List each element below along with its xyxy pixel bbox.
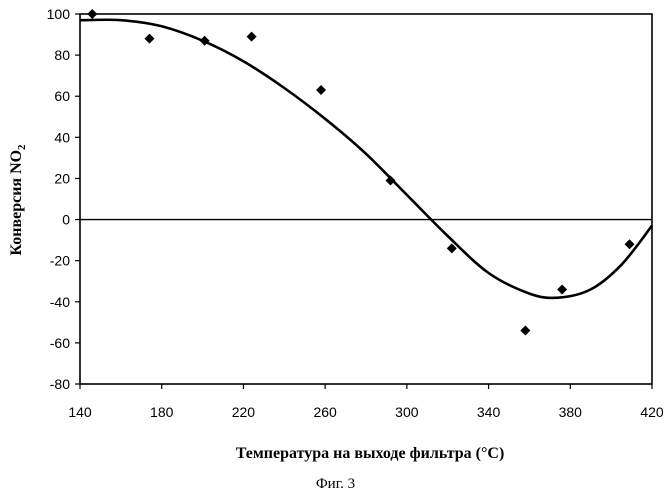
trend-curve (80, 20, 652, 298)
data-point-0 (87, 9, 97, 19)
axes: 100 80 60 40 20 0 -20 -40 -60 -80 140 180 220 260 300 3… (47, 6, 664, 420)
y-tick-label: 40 (54, 129, 70, 145)
data-point-5 (386, 176, 396, 186)
figure-caption: Фиг. 3 (0, 476, 671, 493)
y-axis-label-main: Конверсия NO (8, 150, 25, 256)
y-tick-label: 60 (54, 88, 70, 104)
x-axis-label: Температура на выходе фильтра (°C) (236, 445, 505, 462)
y-axis-label-subscript: 2 (16, 144, 28, 150)
data-point-8 (557, 284, 567, 294)
x-tick-label: 300 (395, 404, 419, 420)
x-tick-label: 140 (68, 404, 92, 420)
x-tick-label: 380 (559, 404, 583, 420)
y-tick-label: 80 (54, 47, 70, 63)
data-point-1 (144, 34, 154, 44)
data-point-7 (520, 326, 530, 336)
x-tick-label: 220 (232, 404, 256, 420)
data-point-4 (316, 85, 326, 95)
x-tick-label: 260 (313, 404, 337, 420)
y-tick-label: -80 (50, 376, 70, 392)
plot-frame (80, 14, 652, 384)
data-point-9 (625, 239, 635, 249)
x-tick-label: 180 (150, 404, 174, 420)
y-tick-label: -40 (50, 294, 70, 310)
y-tick-label: -20 (50, 253, 70, 269)
y-tick-label: 100 (47, 6, 71, 22)
x-tick-label: 420 (640, 404, 664, 420)
y-tick-label: 20 (54, 170, 70, 186)
data-marks (80, 9, 652, 336)
y-axis-label: Конверсия NO2 (8, 144, 28, 256)
x-tick-label: 340 (477, 404, 501, 420)
data-point-3 (247, 32, 257, 42)
y-tick-label: -60 (50, 335, 70, 351)
plot-area (80, 14, 652, 384)
y-tick-label: 0 (62, 212, 70, 228)
